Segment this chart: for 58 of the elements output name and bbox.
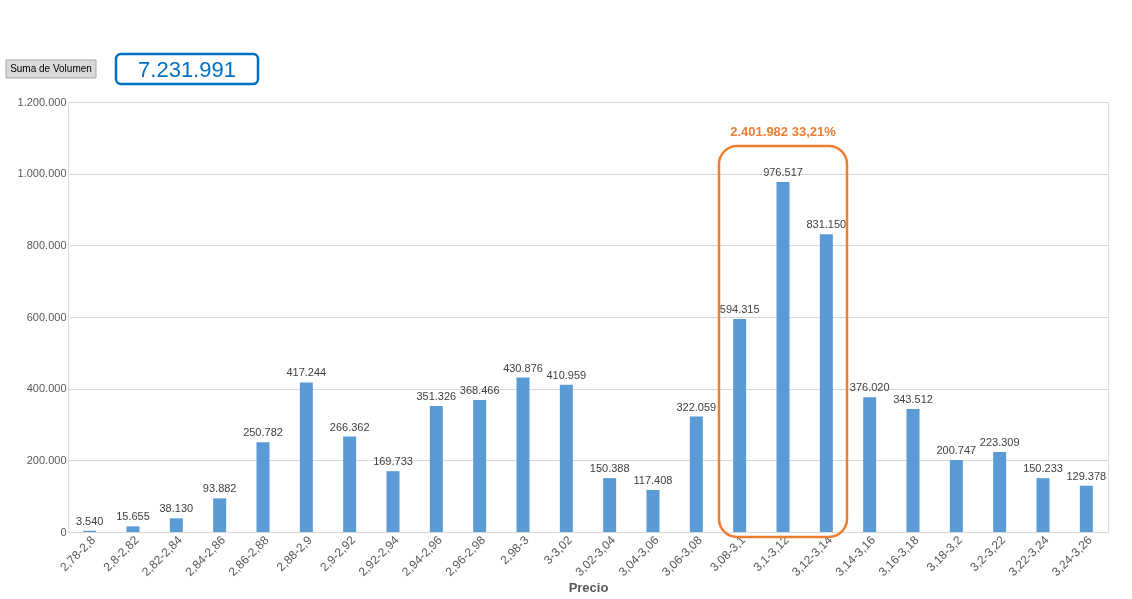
data-label: 150.388 — [589, 462, 630, 475]
bar — [559, 384, 573, 532]
x-axis-title: Precio — [568, 580, 609, 596]
y-tick-label: 600.000 — [26, 310, 67, 323]
bar — [386, 471, 400, 532]
bar — [299, 382, 313, 532]
data-label: 93.882 — [202, 482, 237, 495]
y-tick-label: 400.000 — [26, 382, 67, 395]
data-label: 351.326 — [416, 390, 457, 403]
bar — [256, 442, 270, 532]
data-label: 3.540 — [75, 514, 104, 527]
data-label: 410.959 — [546, 368, 587, 381]
bar — [429, 406, 443, 532]
data-label: 150.233 — [1023, 462, 1063, 475]
bar — [733, 319, 747, 532]
data-label: 169.733 — [373, 455, 413, 468]
bar — [343, 436, 357, 532]
y-tick-label: 0 — [60, 525, 67, 538]
data-label: 223.309 — [979, 435, 1020, 448]
data-label: 831.150 — [806, 218, 847, 231]
bar — [689, 416, 703, 532]
data-label: 200.747 — [936, 444, 977, 457]
bar — [906, 408, 920, 532]
data-label: 15.655 — [116, 510, 150, 523]
bar — [949, 460, 963, 532]
bar — [819, 234, 833, 532]
bar — [516, 377, 530, 532]
bar — [126, 526, 140, 532]
bar — [646, 489, 660, 532]
y-tick-label: 1.000.000 — [17, 167, 67, 180]
bar — [993, 451, 1007, 532]
y-tick-label: 200.000 — [26, 453, 67, 466]
data-label: 117.408 — [633, 473, 673, 486]
data-label: 376.020 — [849, 381, 890, 394]
text: Suma de Volumen — [10, 63, 92, 74]
bar — [776, 182, 790, 532]
bar — [473, 399, 487, 532]
bar — [1036, 478, 1050, 532]
data-label: 368.466 — [459, 383, 500, 396]
bar — [603, 478, 617, 532]
data-label: 343.512 — [893, 392, 933, 405]
bar — [1079, 485, 1093, 532]
data-label: 976.517 — [763, 166, 803, 179]
data-label: 417.244 — [286, 366, 327, 379]
annotation: 2.401.982 33,21% — [730, 124, 837, 140]
bar — [169, 518, 183, 532]
data-label: 38.130 — [159, 502, 194, 515]
bar — [213, 498, 227, 532]
bar — [863, 397, 877, 532]
data-label: 129.378 — [1066, 469, 1107, 482]
text: 7.231.991 — [138, 57, 236, 82]
data-label: 250.782 — [243, 426, 283, 439]
data-label: 594.315 — [719, 303, 760, 316]
data-label: 322.059 — [676, 400, 717, 413]
data-label: 430.876 — [503, 361, 543, 374]
data-label: 266.362 — [329, 420, 370, 433]
y-tick-label: 1.200.000 — [17, 95, 67, 108]
y-tick-label: 800.000 — [26, 238, 67, 251]
